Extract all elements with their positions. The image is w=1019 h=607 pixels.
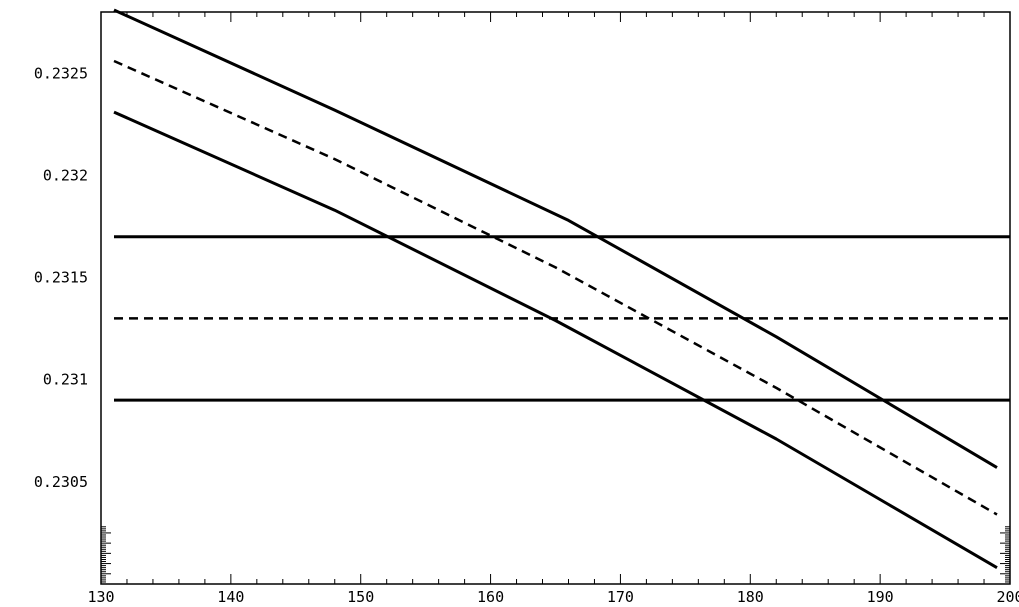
plot-frame (100, 11, 1011, 585)
x-tick-label: 140 (217, 588, 244, 606)
y-tick-label: 0.2315 (34, 269, 88, 287)
series-group (113, 8, 1010, 569)
x-tick-label: 200 (996, 588, 1019, 606)
series-line-3 (113, 110, 998, 569)
series-line-1 (113, 8, 998, 469)
y-tick-label: 0.231 (43, 371, 88, 389)
x-tick-label: 190 (867, 588, 894, 606)
x-tick-label: 170 (607, 588, 634, 606)
x-tick-label: 130 (87, 588, 114, 606)
y-tick-label: 0.2325 (34, 64, 88, 82)
y-axis: 0.2305 0.231 0.2315 0.232 0.2325 (34, 64, 1010, 585)
series-line-2 (113, 59, 998, 516)
x-tick-label: 160 (477, 588, 504, 606)
x-tick-label: 150 (347, 588, 374, 606)
x-axis: 130 140 150 160 170 180 190 200 (87, 12, 1019, 606)
y-tick-label: 0.232 (43, 166, 88, 184)
x-tick-label: 180 (737, 588, 764, 606)
y-tick-label: 0.2305 (34, 473, 88, 491)
